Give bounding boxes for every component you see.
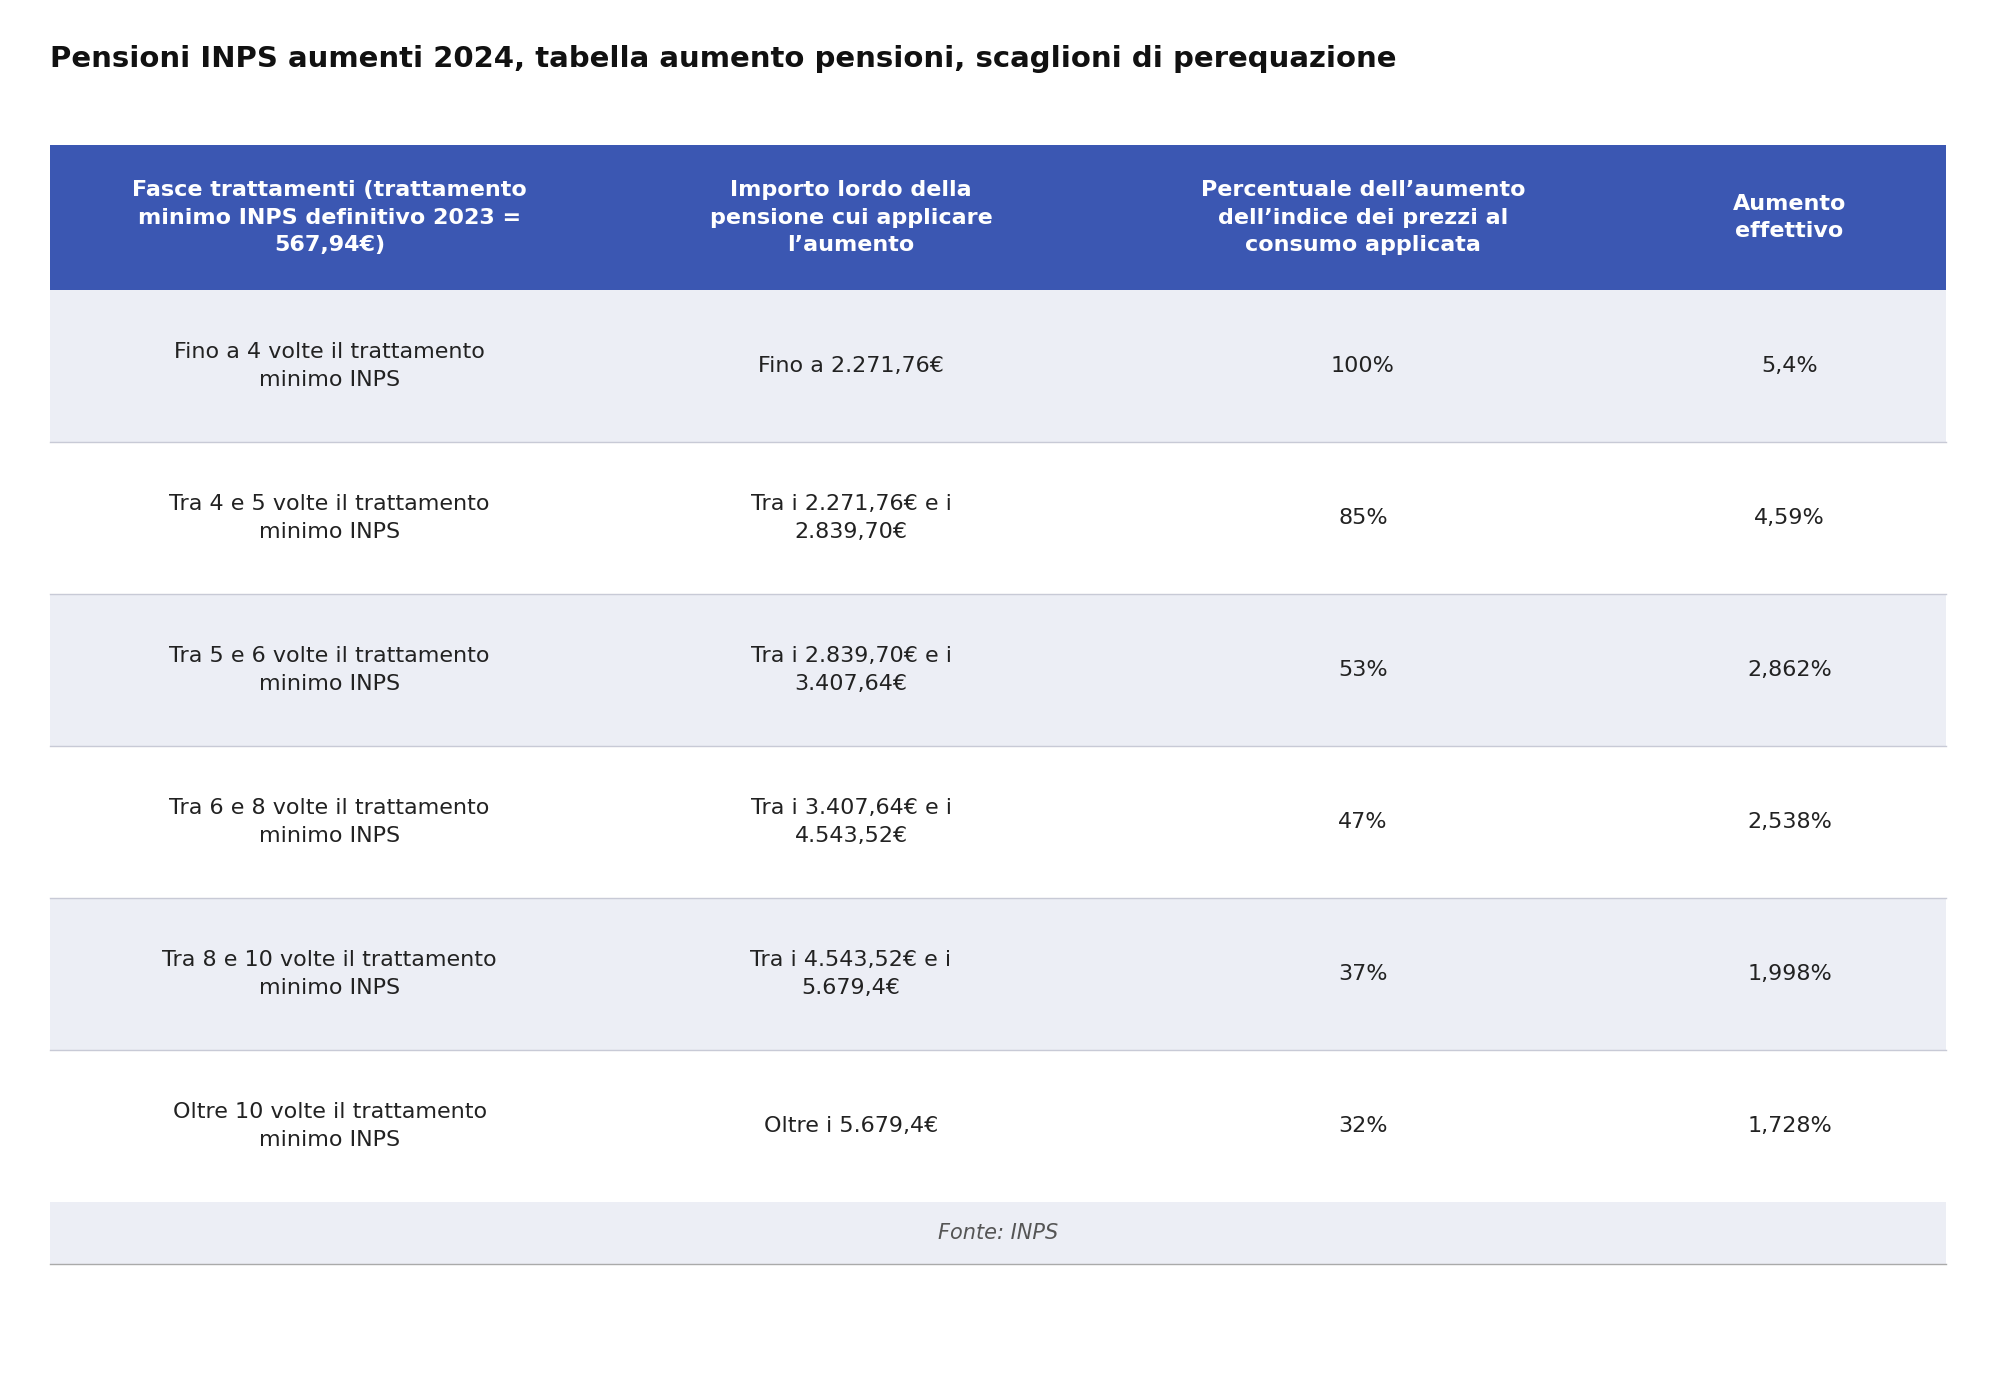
Text: Oltre 10 volte il trattamento
minimo INPS: Oltre 10 volte il trattamento minimo INP… — [172, 1103, 487, 1150]
Text: 4,59%: 4,59% — [1754, 508, 1824, 529]
Text: Tra i 2.839,70€ e i
3.407,64€: Tra i 2.839,70€ e i 3.407,64€ — [750, 646, 952, 693]
Text: Fasce trattamenti (trattamento
minimo INPS definitivo 2023 =
567,94€): Fasce trattamenti (trattamento minimo IN… — [132, 180, 527, 255]
Text: 37%: 37% — [1337, 965, 1387, 984]
Text: 1,728%: 1,728% — [1746, 1116, 1832, 1136]
Text: 2,862%: 2,862% — [1746, 660, 1832, 680]
Bar — [50, 1201, 1946, 1264]
Text: 1,998%: 1,998% — [1746, 965, 1832, 984]
Text: Tra i 4.543,52€ e i
5.679,4€: Tra i 4.543,52€ e i 5.679,4€ — [750, 951, 952, 998]
Text: 32%: 32% — [1337, 1116, 1387, 1136]
Bar — [50, 898, 1946, 1050]
Text: Tra 4 e 5 volte il trattamento
minimo INPS: Tra 4 e 5 volte il trattamento minimo IN… — [170, 494, 489, 541]
Text: Tra i 2.271,76€ e i
2.839,70€: Tra i 2.271,76€ e i 2.839,70€ — [750, 494, 952, 541]
Text: Tra 8 e 10 volte il trattamento
minimo INPS: Tra 8 e 10 volte il trattamento minimo I… — [162, 951, 497, 998]
Text: 53%: 53% — [1337, 660, 1387, 680]
Text: Fonte: INPS: Fonte: INPS — [938, 1223, 1058, 1243]
Text: Tra i 3.407,64€ e i
4.543,52€: Tra i 3.407,64€ e i 4.543,52€ — [750, 799, 952, 846]
Bar — [50, 746, 1946, 898]
Text: Fino a 4 volte il trattamento
minimo INPS: Fino a 4 volte il trattamento minimo INP… — [174, 342, 485, 390]
Text: 2,538%: 2,538% — [1746, 812, 1832, 832]
Text: Tra 6 e 8 volte il trattamento
minimo INPS: Tra 6 e 8 volte il trattamento minimo IN… — [170, 799, 489, 846]
Text: 47%: 47% — [1337, 812, 1387, 832]
Bar — [1633, 145, 1946, 291]
Bar — [50, 291, 1946, 441]
Text: Aumento
effettivo: Aumento effettivo — [1733, 194, 1846, 241]
Bar — [50, 145, 609, 291]
Bar — [1092, 145, 1633, 291]
Text: Oltre i 5.679,4€: Oltre i 5.679,4€ — [764, 1116, 938, 1136]
Text: Percentuale dell’aumento
dell’indice dei prezzi al
consumo applicata: Percentuale dell’aumento dell’indice dei… — [1202, 180, 1525, 255]
Text: 85%: 85% — [1337, 508, 1387, 529]
Bar — [50, 441, 1946, 594]
Text: Fino a 2.271,76€: Fino a 2.271,76€ — [758, 356, 944, 376]
Text: Pensioni INPS aumenti 2024, tabella aumento pensioni, scaglioni di perequazione: Pensioni INPS aumenti 2024, tabella aume… — [50, 46, 1397, 73]
Text: 100%: 100% — [1331, 356, 1395, 376]
Text: 5,4%: 5,4% — [1760, 356, 1818, 376]
Text: Tra 5 e 6 volte il trattamento
minimo INPS: Tra 5 e 6 volte il trattamento minimo IN… — [170, 646, 489, 693]
Bar — [50, 1050, 1946, 1201]
Text: Importo lordo della
pensione cui applicare
l’aumento: Importo lordo della pensione cui applica… — [711, 180, 992, 255]
Bar — [609, 145, 1092, 291]
Bar — [50, 594, 1946, 746]
